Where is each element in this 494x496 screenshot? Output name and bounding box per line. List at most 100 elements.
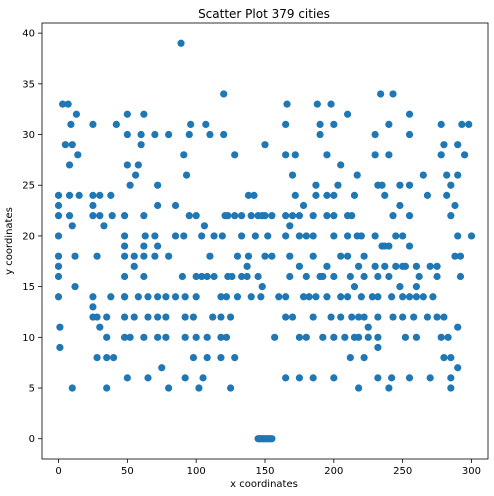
city-point	[355, 384, 363, 392]
city-point	[199, 374, 207, 382]
city-point	[447, 181, 455, 189]
city-point	[458, 120, 466, 128]
city-point	[189, 313, 198, 321]
city-point	[192, 272, 200, 281]
city-point	[337, 252, 345, 260]
y-tick-label: 0	[29, 434, 35, 445]
city-point	[144, 374, 152, 382]
city-point	[54, 262, 63, 270]
y-tick-label: 20	[22, 231, 35, 242]
city-point	[330, 232, 338, 240]
city-point	[385, 120, 393, 128]
city-point	[206, 130, 214, 139]
city-point	[302, 333, 310, 341]
city-point	[182, 171, 191, 179]
city-point	[224, 212, 232, 220]
city-point	[162, 293, 170, 301]
city-point	[123, 161, 131, 169]
city-point	[120, 293, 129, 301]
city-point	[319, 272, 327, 281]
city-point	[237, 232, 246, 240]
city-point	[283, 100, 291, 108]
city-point	[220, 90, 228, 98]
city-point	[309, 212, 317, 220]
city-point	[295, 262, 304, 270]
city-point	[120, 252, 129, 260]
y-tick-label: 40	[22, 29, 35, 40]
city-point	[360, 252, 368, 260]
city-point	[181, 333, 189, 341]
city-point	[355, 333, 363, 341]
city-point	[316, 130, 324, 139]
y-axis-label: y coordinates	[4, 207, 15, 275]
city-point	[154, 313, 162, 321]
city-point	[286, 272, 294, 281]
city-point	[107, 191, 115, 199]
city-point	[93, 354, 101, 362]
city-point	[233, 293, 242, 301]
city-point	[343, 232, 352, 240]
city-point	[181, 293, 189, 301]
city-point	[447, 374, 455, 382]
city-point	[360, 272, 368, 281]
city-point	[451, 201, 459, 210]
city-point	[374, 272, 382, 281]
city-point	[93, 313, 101, 321]
city-point	[341, 333, 349, 341]
city-point	[189, 354, 198, 362]
city-point	[140, 252, 148, 260]
city-point	[360, 313, 368, 321]
city-point	[405, 293, 414, 301]
city-point	[360, 354, 368, 362]
city-point	[295, 333, 304, 341]
city-point	[154, 201, 162, 210]
city-point	[355, 313, 363, 321]
city-point	[282, 151, 290, 159]
x-tick-label: 100	[187, 466, 206, 477]
city-point	[200, 222, 209, 230]
x-tick-label: 50	[121, 466, 134, 477]
y-axis-ticks: 0 5 10 15 20 25 30 35 40	[22, 29, 42, 445]
city-point	[309, 374, 317, 382]
city-point	[405, 181, 414, 189]
y-tick-label: 25	[22, 181, 35, 192]
city-point	[419, 293, 427, 301]
city-point	[330, 212, 338, 220]
city-point	[93, 252, 101, 260]
city-point	[385, 151, 393, 159]
city-point	[231, 212, 239, 220]
y-tick-label: 10	[22, 333, 35, 344]
city-point	[288, 212, 297, 220]
city-point	[192, 293, 200, 301]
city-point	[100, 222, 108, 230]
city-point	[337, 293, 345, 301]
city-point	[140, 242, 148, 250]
city-point	[123, 130, 131, 139]
city-point	[437, 151, 445, 159]
city-point	[348, 212, 356, 220]
city-point	[327, 100, 335, 108]
city-point	[126, 333, 134, 341]
city-point	[337, 161, 345, 169]
city-point	[343, 293, 352, 301]
city-point	[447, 384, 455, 392]
city-point	[323, 262, 331, 270]
city-point	[309, 252, 317, 260]
city-point	[330, 374, 338, 382]
city-point	[412, 293, 421, 301]
city-point	[268, 435, 276, 443]
city-point	[72, 110, 81, 118]
x-tick-label: 150	[255, 466, 274, 477]
city-point	[313, 100, 321, 108]
city-point	[309, 313, 317, 321]
city-point	[187, 120, 195, 128]
city-point	[405, 242, 414, 250]
city-point	[454, 364, 462, 372]
city-point	[295, 374, 304, 382]
city-point	[388, 374, 396, 382]
city-point	[337, 313, 345, 321]
x-axis-ticks: 0 50 100 150 200 250 300	[55, 459, 481, 477]
chart-title: Scatter Plot 379 cities	[198, 7, 330, 21]
city-point	[319, 333, 327, 341]
city-point	[151, 130, 159, 139]
